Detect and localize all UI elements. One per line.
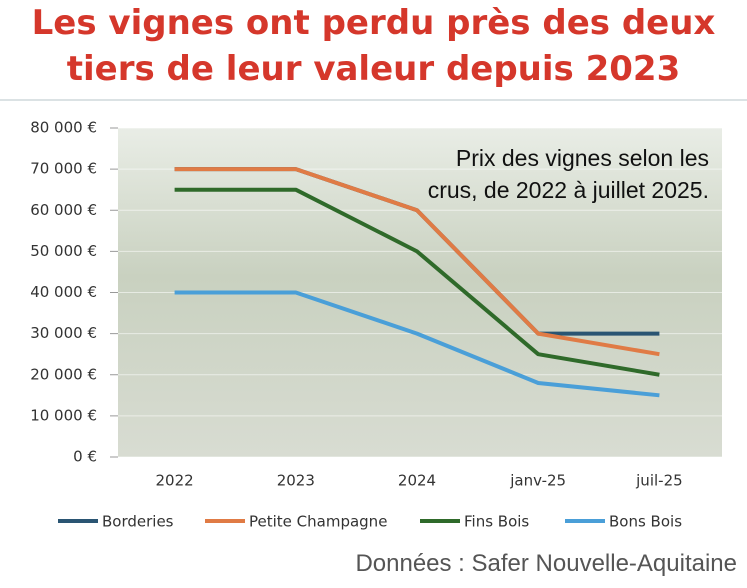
legend-label: Borderies — [102, 513, 174, 531]
series-line — [174, 187, 660, 377]
y-tick-label: 60 000 € — [30, 201, 97, 219]
chart-title: Les vignes ont perdu près des deux tiers… — [31, 3, 716, 89]
legend-label: Fins Bois — [464, 513, 529, 531]
x-tick-label: 2024 — [398, 472, 436, 490]
x-tick-label: juil-25 — [635, 472, 683, 490]
y-tick-label: 70 000 € — [30, 160, 97, 178]
y-tick-label: 10 000 € — [30, 406, 97, 424]
legend-label: Petite Champagne — [249, 513, 387, 531]
source: Données : Safer Nouvelle-Aquitaine — [355, 550, 737, 577]
y-tick-label: 20 000 € — [30, 365, 97, 383]
y-tick-label: 80 000 € — [30, 119, 97, 137]
series-line — [174, 290, 660, 398]
y-tick-label: 40 000 € — [30, 283, 97, 301]
annotation: Prix des vignes selon les crus, de 2022 … — [427, 145, 709, 203]
legend-label: Bons Bois — [609, 513, 682, 531]
series-line — [174, 167, 660, 357]
y-tick-label: 50 000 € — [30, 242, 97, 260]
y-tick-label: 0 € — [73, 448, 97, 466]
x-tick-label: 2023 — [277, 472, 315, 490]
x-tick-label: janv-25 — [509, 472, 566, 490]
y-tick-label: 30 000 € — [30, 324, 97, 342]
x-tick-label: 2022 — [156, 472, 194, 490]
